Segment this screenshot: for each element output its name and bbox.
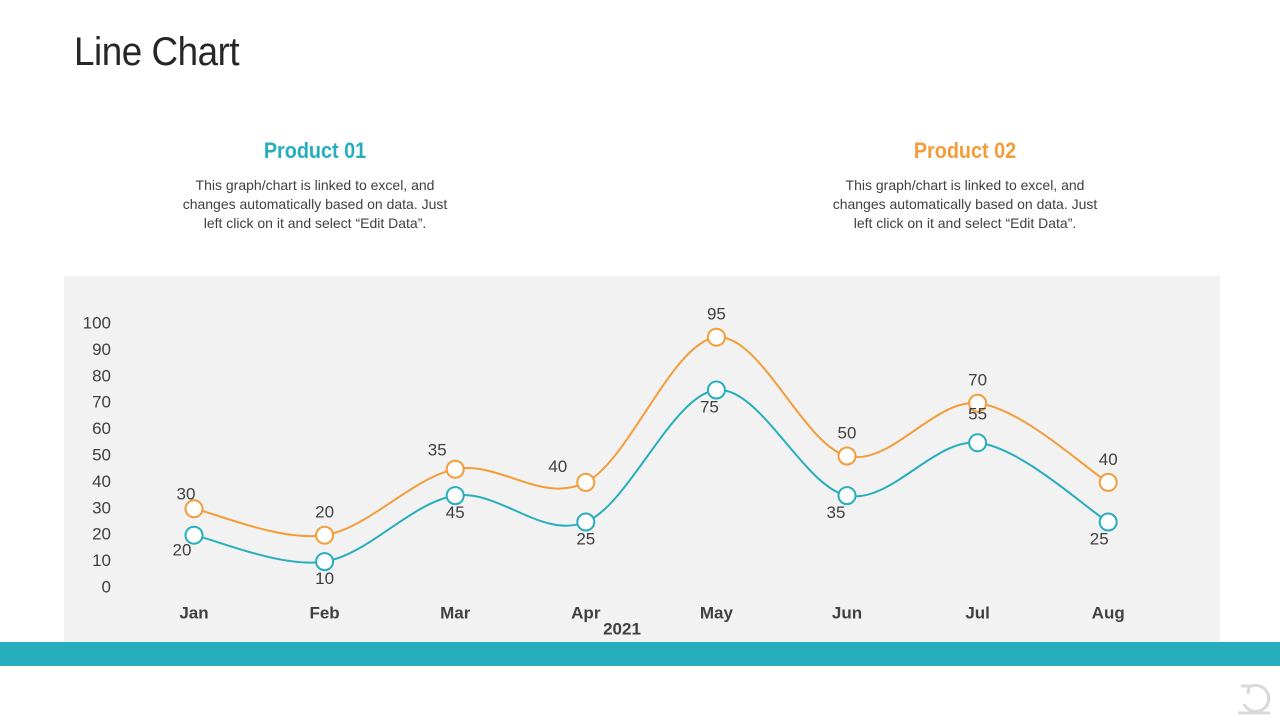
y-tick-label: 80: [92, 366, 111, 385]
chart-panel: 0 10 20 30 40 50 60 70 80 90 100 Jan Feb Mar Apr May Jun…: [64, 276, 1220, 642]
product-02-heading: Product 02: [913, 138, 1017, 163]
y-tick-label: 30: [92, 498, 111, 517]
product-01-heading: Product 01: [263, 138, 367, 163]
series-2-point: [968, 393, 988, 413]
series-1-data-label: 20: [173, 541, 192, 560]
series-2-data-label: 40: [1099, 450, 1118, 469]
series-2-data-label: 30: [177, 484, 196, 503]
series-1-data-label: 35: [827, 503, 846, 522]
product-01-description: This graph/chart is linked to excel, and…: [182, 177, 448, 231]
series-1-data-label: 75: [700, 397, 719, 416]
series-2-data-label: 35: [428, 441, 447, 460]
series-2-data-label: 50: [838, 423, 857, 442]
series-1-point: [1098, 512, 1118, 532]
series-1-data-label: 10: [315, 569, 334, 588]
series-2-point: [576, 472, 596, 492]
series-2-point: [184, 499, 204, 519]
series-1-data-label: 25: [576, 529, 595, 548]
series-1-data-label: 25: [1090, 529, 1109, 548]
series-1-point: [576, 512, 596, 532]
series-line-1: [193, 388, 1109, 564]
series-2-data-label: 95: [707, 305, 726, 324]
x-tick-label: Feb: [309, 603, 339, 622]
series-1-point: [968, 433, 988, 453]
series-1-point: [315, 552, 335, 572]
x-axis-label: 2021: [603, 619, 641, 638]
y-tick-label: 40: [92, 472, 111, 491]
line-chart[interactable]: 0 10 20 30 40 50 60 70 80 90 100 Jan Feb Mar Apr May Jun…: [64, 276, 1220, 642]
series-2-point: [706, 327, 726, 347]
y-tick-label: 70: [92, 393, 111, 412]
y-tick-label: 20: [92, 525, 111, 544]
y-tick-label: 100: [83, 313, 111, 332]
series-2-point: [445, 459, 465, 479]
x-tick-label: May: [700, 603, 734, 622]
bottom-accent-bar: [0, 642, 1280, 666]
x-tick-label: Mar: [440, 603, 471, 622]
x-tick-label: Jun: [832, 603, 862, 622]
product-02-description: This graph/chart is linked to excel, and…: [832, 177, 1098, 231]
series-2-point: [837, 446, 857, 466]
product-02-block: Product 02 This graph/chart is linked to…: [815, 138, 1115, 233]
x-tick-label: Jan: [179, 603, 208, 622]
series-1-point: [837, 486, 857, 506]
series-2-point: [315, 525, 335, 545]
series-1-data-label: 45: [446, 503, 465, 522]
y-tick-label: 60: [92, 419, 111, 438]
series-1-point: [445, 486, 465, 506]
x-tick-label: Jul: [965, 603, 990, 622]
series-line-2: [193, 336, 1109, 538]
y-tick-label: 90: [92, 340, 111, 359]
series-1-point: [706, 380, 726, 400]
x-tick-label: Aug: [1092, 603, 1125, 622]
y-tick-label: 0: [102, 577, 111, 596]
y-tick-label: 10: [92, 551, 111, 570]
y-tick-label: 50: [92, 445, 111, 464]
product-01-block: Product 01 This graph/chart is linked to…: [165, 138, 465, 233]
series-2-data-label: 20: [315, 503, 334, 522]
series-1-data-label: 55: [968, 404, 987, 423]
series-1-point: [184, 525, 204, 545]
series-2-data-label: 70: [968, 371, 987, 390]
refresh-logo-icon: [1238, 683, 1271, 715]
series-2-point: [1098, 472, 1118, 492]
page-title: Line Chart: [74, 30, 240, 74]
series-2-data-label: 40: [548, 457, 567, 476]
x-tick-label: Apr: [571, 603, 601, 622]
